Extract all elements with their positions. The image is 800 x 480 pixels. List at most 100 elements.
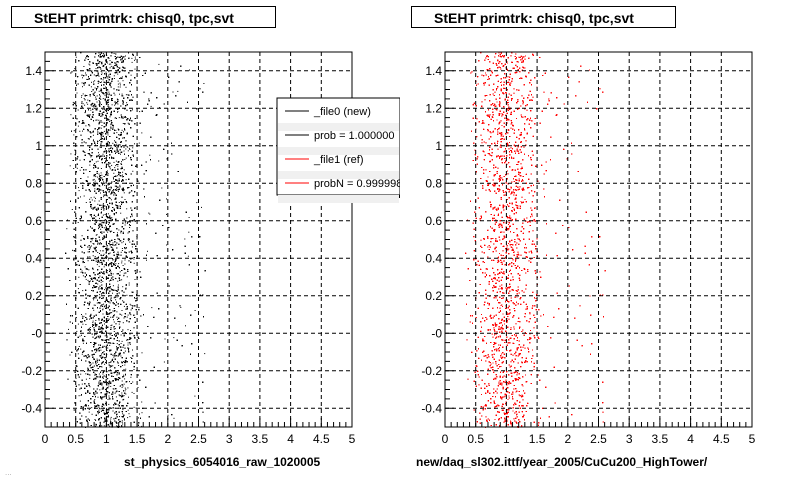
data-point [118,229,120,231]
data-point [107,189,109,191]
data-point [114,101,116,103]
data-point [100,349,102,351]
data-point [122,190,124,192]
data-point [114,117,116,119]
data-point [92,353,94,355]
data-point [85,313,87,315]
data-point [94,180,96,182]
data-point [73,130,75,132]
data-point [128,52,129,54]
data-point [105,224,106,226]
data-point [98,154,100,156]
data-point [116,425,118,427]
data-point [68,328,69,330]
data-point [105,370,107,372]
chart-title: StEHT primtrk: chisq0, tpc,svt [11,6,276,28]
data-point [158,160,160,162]
data-point [109,83,111,85]
data-point [122,409,124,411]
data-point [118,67,120,69]
data-point [110,126,112,128]
data-point [127,409,129,411]
data-point [121,161,122,163]
data-point [116,56,118,58]
data-point [98,319,100,321]
data-point [98,200,100,202]
data-point [177,90,179,92]
data-point [81,82,83,84]
data-point [113,356,115,358]
data-point [147,250,148,252]
scatter-plot-left: 0 0.5 1 1.5 2 2.5 3 3.5 4 4.5 5-0.4-0.2-00.20.40.6… [21,51,400,446]
data-point [108,99,110,101]
data-point [111,110,112,112]
data-point [81,102,83,104]
data-point [123,274,125,276]
data-point [91,407,93,409]
data-point [115,103,116,105]
data-point [107,77,109,79]
data-point [130,376,132,378]
data-point [107,141,109,143]
data-point [95,68,97,70]
data-point [97,252,99,253]
data-point [111,289,113,291]
data-point [110,86,112,88]
data-point [112,142,114,144]
data-point [93,344,95,346]
data-point [166,213,167,215]
data-point [97,203,99,205]
data-point [98,127,100,129]
data-point [105,71,107,73]
data-point [172,91,174,93]
data-point [97,73,99,75]
data-point [78,346,80,347]
data-point [125,157,127,159]
data-point [81,315,83,317]
data-point [121,164,123,165]
data-point [131,57,133,59]
data-point [115,263,117,265]
data-point [88,328,90,330]
data-point [97,242,99,244]
data-point [80,373,82,375]
data-point [101,141,103,143]
data-point [123,317,125,319]
data-point [93,309,95,311]
data-point [117,111,118,113]
data-point [76,330,78,332]
data-point [81,96,82,98]
data-point [97,283,99,285]
data-point [110,342,112,344]
data-point [123,361,124,363]
data-point [110,271,112,273]
data-point [113,223,115,225]
data-point [102,304,104,306]
data-point [117,83,119,85]
data-point [107,93,108,95]
data-point [108,57,110,59]
data-point [127,417,129,419]
data-point [99,242,101,244]
data-point [105,86,107,88]
data-point [106,339,108,341]
data-point [124,222,126,224]
data-point [119,352,121,354]
data-point [107,270,108,272]
data-point [127,94,129,96]
data-point [102,237,104,239]
data-point [107,106,109,108]
data-point [123,398,125,400]
data-point [173,417,175,419]
data-point [85,125,87,127]
data-point [89,248,91,250]
data-point [94,256,96,257]
data-point [106,256,108,258]
data-point [133,262,135,264]
data-point [106,393,108,395]
data-point [114,261,115,263]
data-point [196,202,198,204]
data-point [131,251,133,253]
data-point [134,143,135,145]
data-point [100,330,102,332]
